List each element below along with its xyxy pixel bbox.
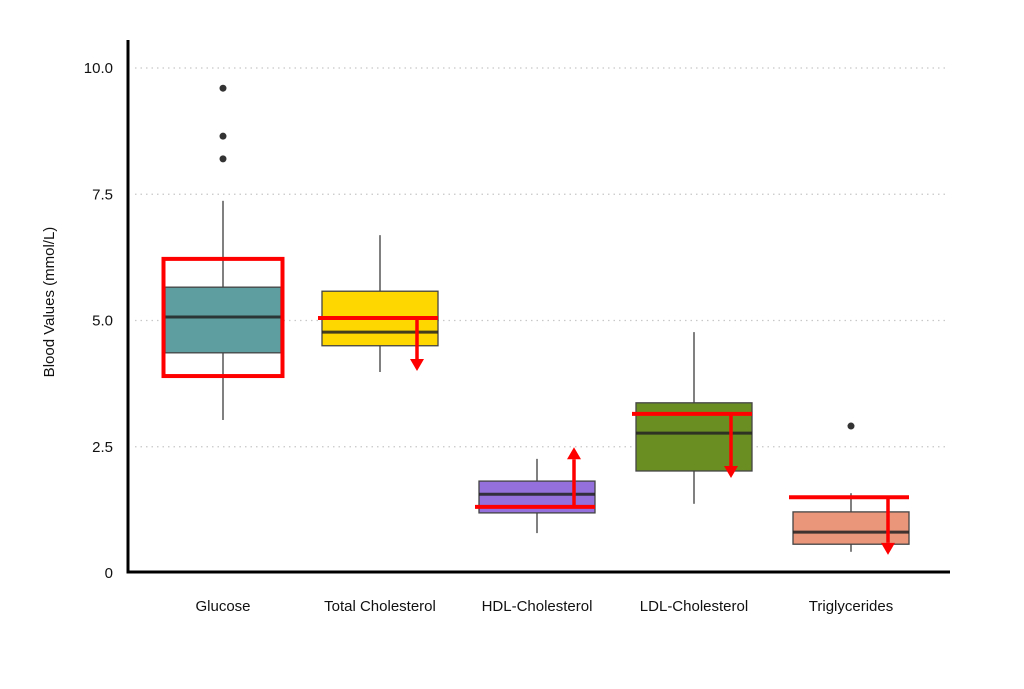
x-category-label: LDL-Cholesterol [640,598,748,615]
box-glucose [164,84,282,420]
reference-range-box [161,256,285,379]
outlier-point [219,155,227,163]
arrow-down-icon [410,359,424,371]
boxes [164,84,910,552]
outlier-point [219,84,227,92]
x-category-labels: Glucose Total Cholesterol HDL-Cholesterol L… [195,598,893,615]
iqr-box [164,286,282,354]
arrow-down-icon [881,542,895,555]
y-tick-label: 5.0 [92,313,113,330]
arrow-down-icon [724,466,738,479]
annotation-ldl-cholesterol [632,411,752,479]
y-tick-label: 0 [105,565,113,582]
y-tick-label: 7.5 [92,186,113,203]
y-tick-labels: 0 2.5 5.0 7.5 10.0 [84,60,113,582]
annotation-glucose [161,256,285,379]
box-total-cholesterol [321,235,439,373]
y-axis-title: Blood Values (mmol/L) [41,227,58,378]
box-triglycerides [792,422,910,552]
iqr-box [792,511,910,545]
outlier-point [219,132,227,140]
annotations [161,256,909,555]
x-category-label: Total Cholesterol [324,598,436,615]
outlier-point [847,422,855,430]
annotation-triglycerides [789,495,909,555]
annotation-total-cholesterol [318,315,438,371]
box-hdl-cholesterol [478,458,596,534]
arrow-up-icon [567,447,581,460]
x-category-label: Triglycerides [809,598,893,615]
y-tick-label: 10.0 [84,60,113,77]
box-ldl-cholesterol [635,332,753,504]
x-category-label: Glucose [195,598,250,615]
y-tick-label: 2.5 [92,439,113,456]
x-category-label: HDL-Cholesterol [482,598,593,615]
annotation-hdl-cholesterol [475,447,595,509]
